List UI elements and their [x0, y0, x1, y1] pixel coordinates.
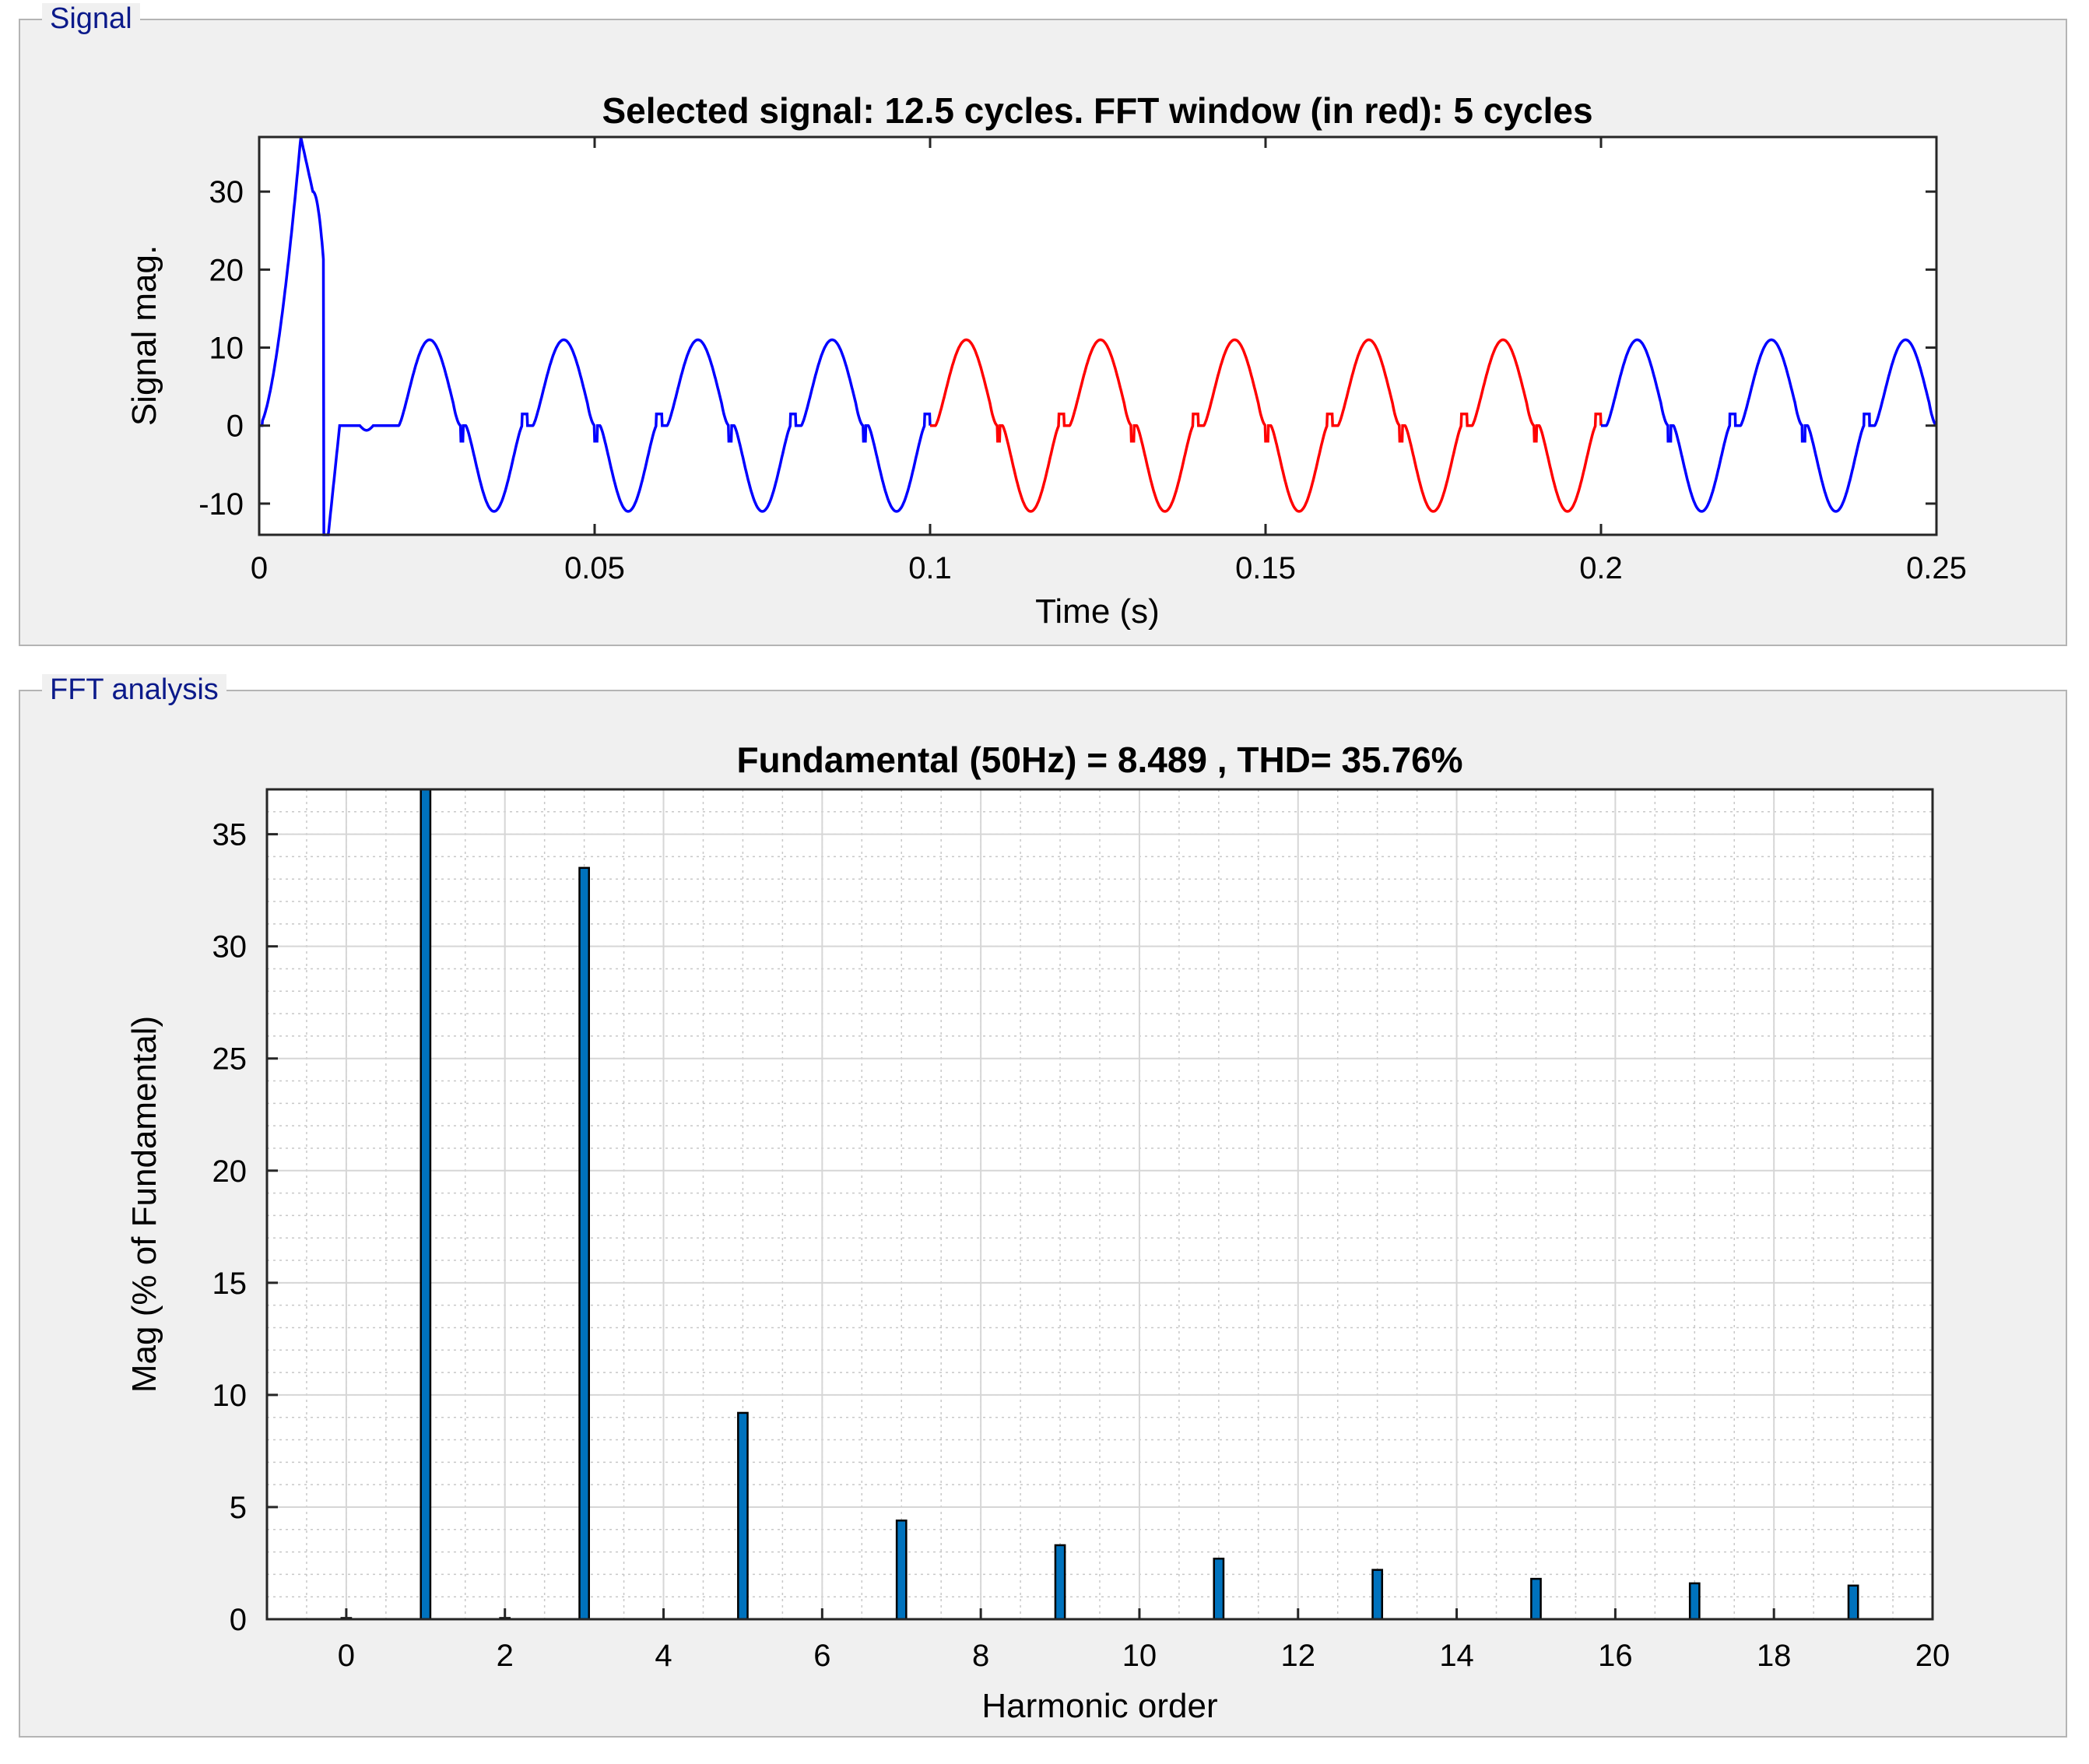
signal-panel: Signal — [19, 3, 2067, 646]
fft-panel-label: FFT analysis — [42, 674, 226, 705]
signal-panel-label: Signal — [42, 3, 140, 34]
fft-panel: FFT analysis — [19, 674, 2067, 1738]
